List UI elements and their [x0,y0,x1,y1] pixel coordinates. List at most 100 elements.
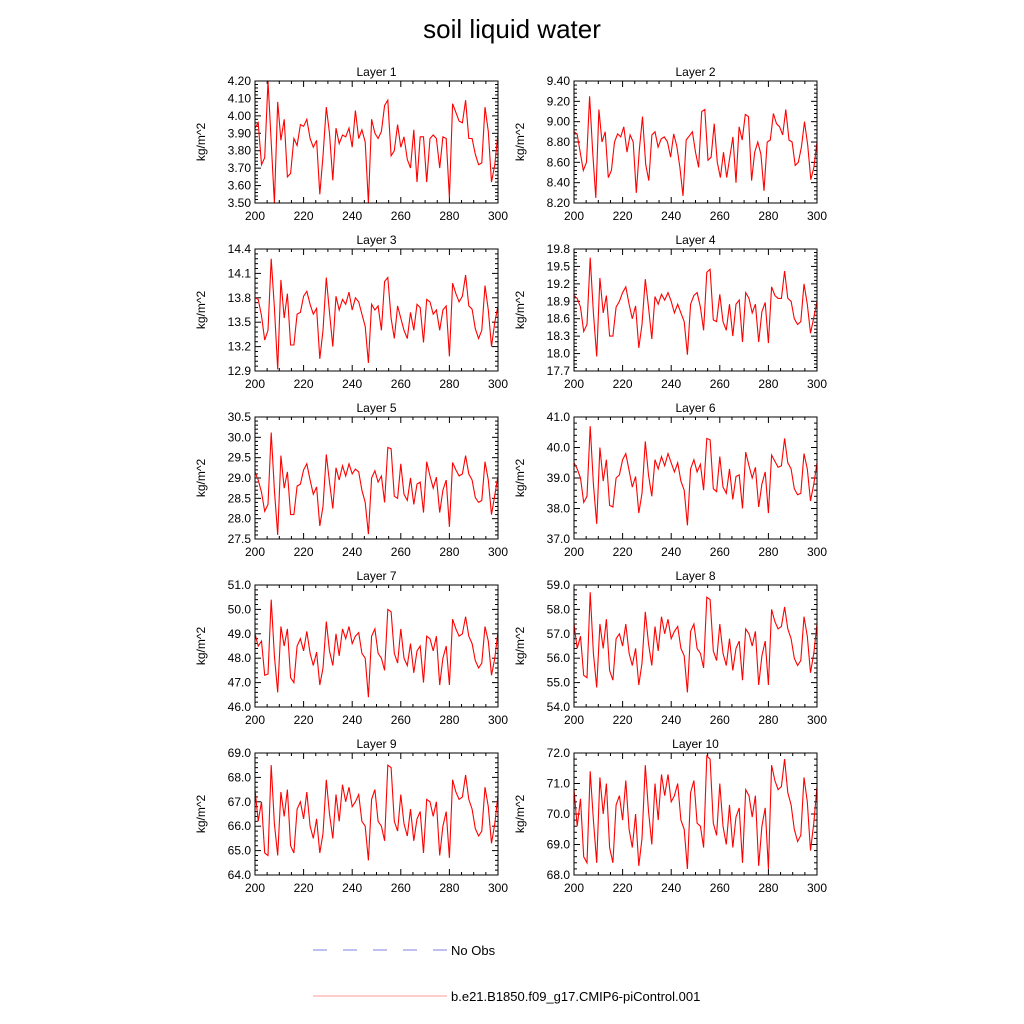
y-tick-label: 4.00 [228,109,252,123]
y-tick-label: 19.2 [547,277,571,291]
panel-title: Layer 5 [356,401,396,415]
x-tick-label: 280 [758,881,778,895]
plot-frame [573,80,818,204]
x-tick-label: 280 [758,713,778,727]
y-tick-label: 3.60 [228,179,252,193]
chart-panel: Layer 2 200 220 240 260 280 300 8.20 8.40 8.60 8.8… [513,65,827,223]
x-tick-label: 240 [342,377,362,391]
x-tick-label: 260 [710,545,730,559]
y-tick-label: 71.0 [547,777,571,791]
y-tick-label: 9.00 [547,115,571,129]
panel-title: Layer 8 [675,569,715,583]
x-tick-label: 300 [807,209,827,223]
y-tick-label: 40.0 [547,441,571,455]
panel-title: Layer 4 [675,233,715,247]
x-tick-label: 220 [294,713,314,727]
x-tick-label: 260 [710,713,730,727]
x-tick-label: 240 [661,209,681,223]
x-tick-label: 240 [342,545,362,559]
y-tick-label: 29.5 [228,451,252,465]
y-tick-label: 19.8 [547,242,571,256]
y-tick-label: 27.5 [228,532,252,546]
x-tick-label: 260 [391,377,411,391]
y-tick-label: 13.2 [228,340,252,354]
y-tick-label: 56.0 [547,651,571,665]
y-axis-label: kg/m^2 [194,291,208,330]
y-tick-label: 29.0 [228,471,252,485]
y-tick-label: 41.0 [547,410,571,424]
x-tick-label: 260 [710,209,730,223]
y-tick-label: 3.90 [228,126,252,140]
x-tick-label: 200 [245,209,265,223]
y-tick-label: 69.0 [228,746,252,760]
series-line [573,96,818,198]
y-tick-label: 4.10 [228,91,252,105]
plot-frame [254,416,499,540]
y-tick-label: 18.3 [547,329,571,343]
series-line [254,432,499,535]
x-tick-label: 280 [439,545,459,559]
x-tick-label: 240 [342,881,362,895]
panel-title: Layer 7 [356,569,396,583]
x-tick-label: 200 [245,881,265,895]
x-tick-label: 300 [488,545,508,559]
y-tick-label: 59.0 [547,578,571,592]
x-tick-label: 240 [661,377,681,391]
legend-label-model: b.e21.B1850.f09_g17.CMIP6-piControl.001 [451,989,700,1004]
y-tick-label: 66.0 [228,819,252,833]
legend: No Obs b.e21.B1850.f09_g17.CMIP6-piContro… [313,943,700,1004]
chart-panel: Layer 3 200 220 240 260 280 300 12.9 13.2 13.5 13.… [194,233,508,391]
x-tick-label: 300 [488,377,508,391]
y-tick-label: 72.0 [547,746,571,760]
panel-title: Layer 1 [356,65,396,79]
x-tick-label: 280 [758,377,778,391]
y-tick-label: 30.0 [228,430,252,444]
x-tick-label: 220 [613,713,633,727]
y-tick-label: 12.9 [228,364,252,378]
y-tick-label: 55.0 [547,676,571,690]
x-tick-label: 260 [710,377,730,391]
panel-title: Layer 9 [356,737,396,751]
y-axis-label: kg/m^2 [194,627,208,666]
x-tick-label: 300 [488,713,508,727]
series-line [254,80,499,204]
x-tick-label: 200 [564,377,584,391]
series-line [254,764,499,861]
x-tick-label: 200 [564,209,584,223]
x-tick-label: 280 [439,881,459,895]
x-tick-label: 280 [439,377,459,391]
chart-panel: Layer 6 200 220 240 260 280 300 37.0 38.0 39.0 40.… [513,401,827,559]
x-tick-label: 220 [613,545,633,559]
y-tick-label: 38.0 [547,502,571,516]
chart-panel: Layer 5 200 220 240 260 280 300 27.5 28.0 28.5 29.… [194,401,508,559]
x-tick-label: 240 [342,713,362,727]
y-tick-label: 37.0 [547,532,571,546]
y-tick-label: 68.0 [547,868,571,882]
y-tick-label: 19.5 [547,259,571,273]
y-tick-label: 8.60 [547,155,571,169]
y-tick-label: 47.0 [228,676,252,690]
y-tick-label: 69.0 [547,838,571,852]
y-tick-label: 49.0 [228,627,252,641]
x-tick-label: 200 [245,545,265,559]
y-axis-label: kg/m^2 [513,123,527,162]
y-tick-label: 67.0 [228,795,252,809]
series-line [254,258,499,370]
legend-label-no-obs: No Obs [451,943,496,958]
x-tick-label: 280 [758,545,778,559]
x-tick-label: 220 [294,881,314,895]
chart-panel: Layer 4 200 220 240 260 280 300 17.7 18.0 18.3 18.… [513,233,827,391]
plot-frame [254,584,499,708]
x-tick-label: 200 [245,713,265,727]
y-tick-label: 3.80 [228,144,252,158]
panel-title: Layer 2 [675,65,715,79]
x-tick-label: 260 [391,209,411,223]
x-tick-label: 260 [710,881,730,895]
y-axis-label: kg/m^2 [513,795,527,834]
y-tick-label: 46.0 [228,700,252,714]
y-tick-label: 14.4 [228,242,252,256]
x-tick-label: 300 [488,881,508,895]
x-tick-label: 300 [807,713,827,727]
y-tick-label: 39.0 [547,471,571,485]
